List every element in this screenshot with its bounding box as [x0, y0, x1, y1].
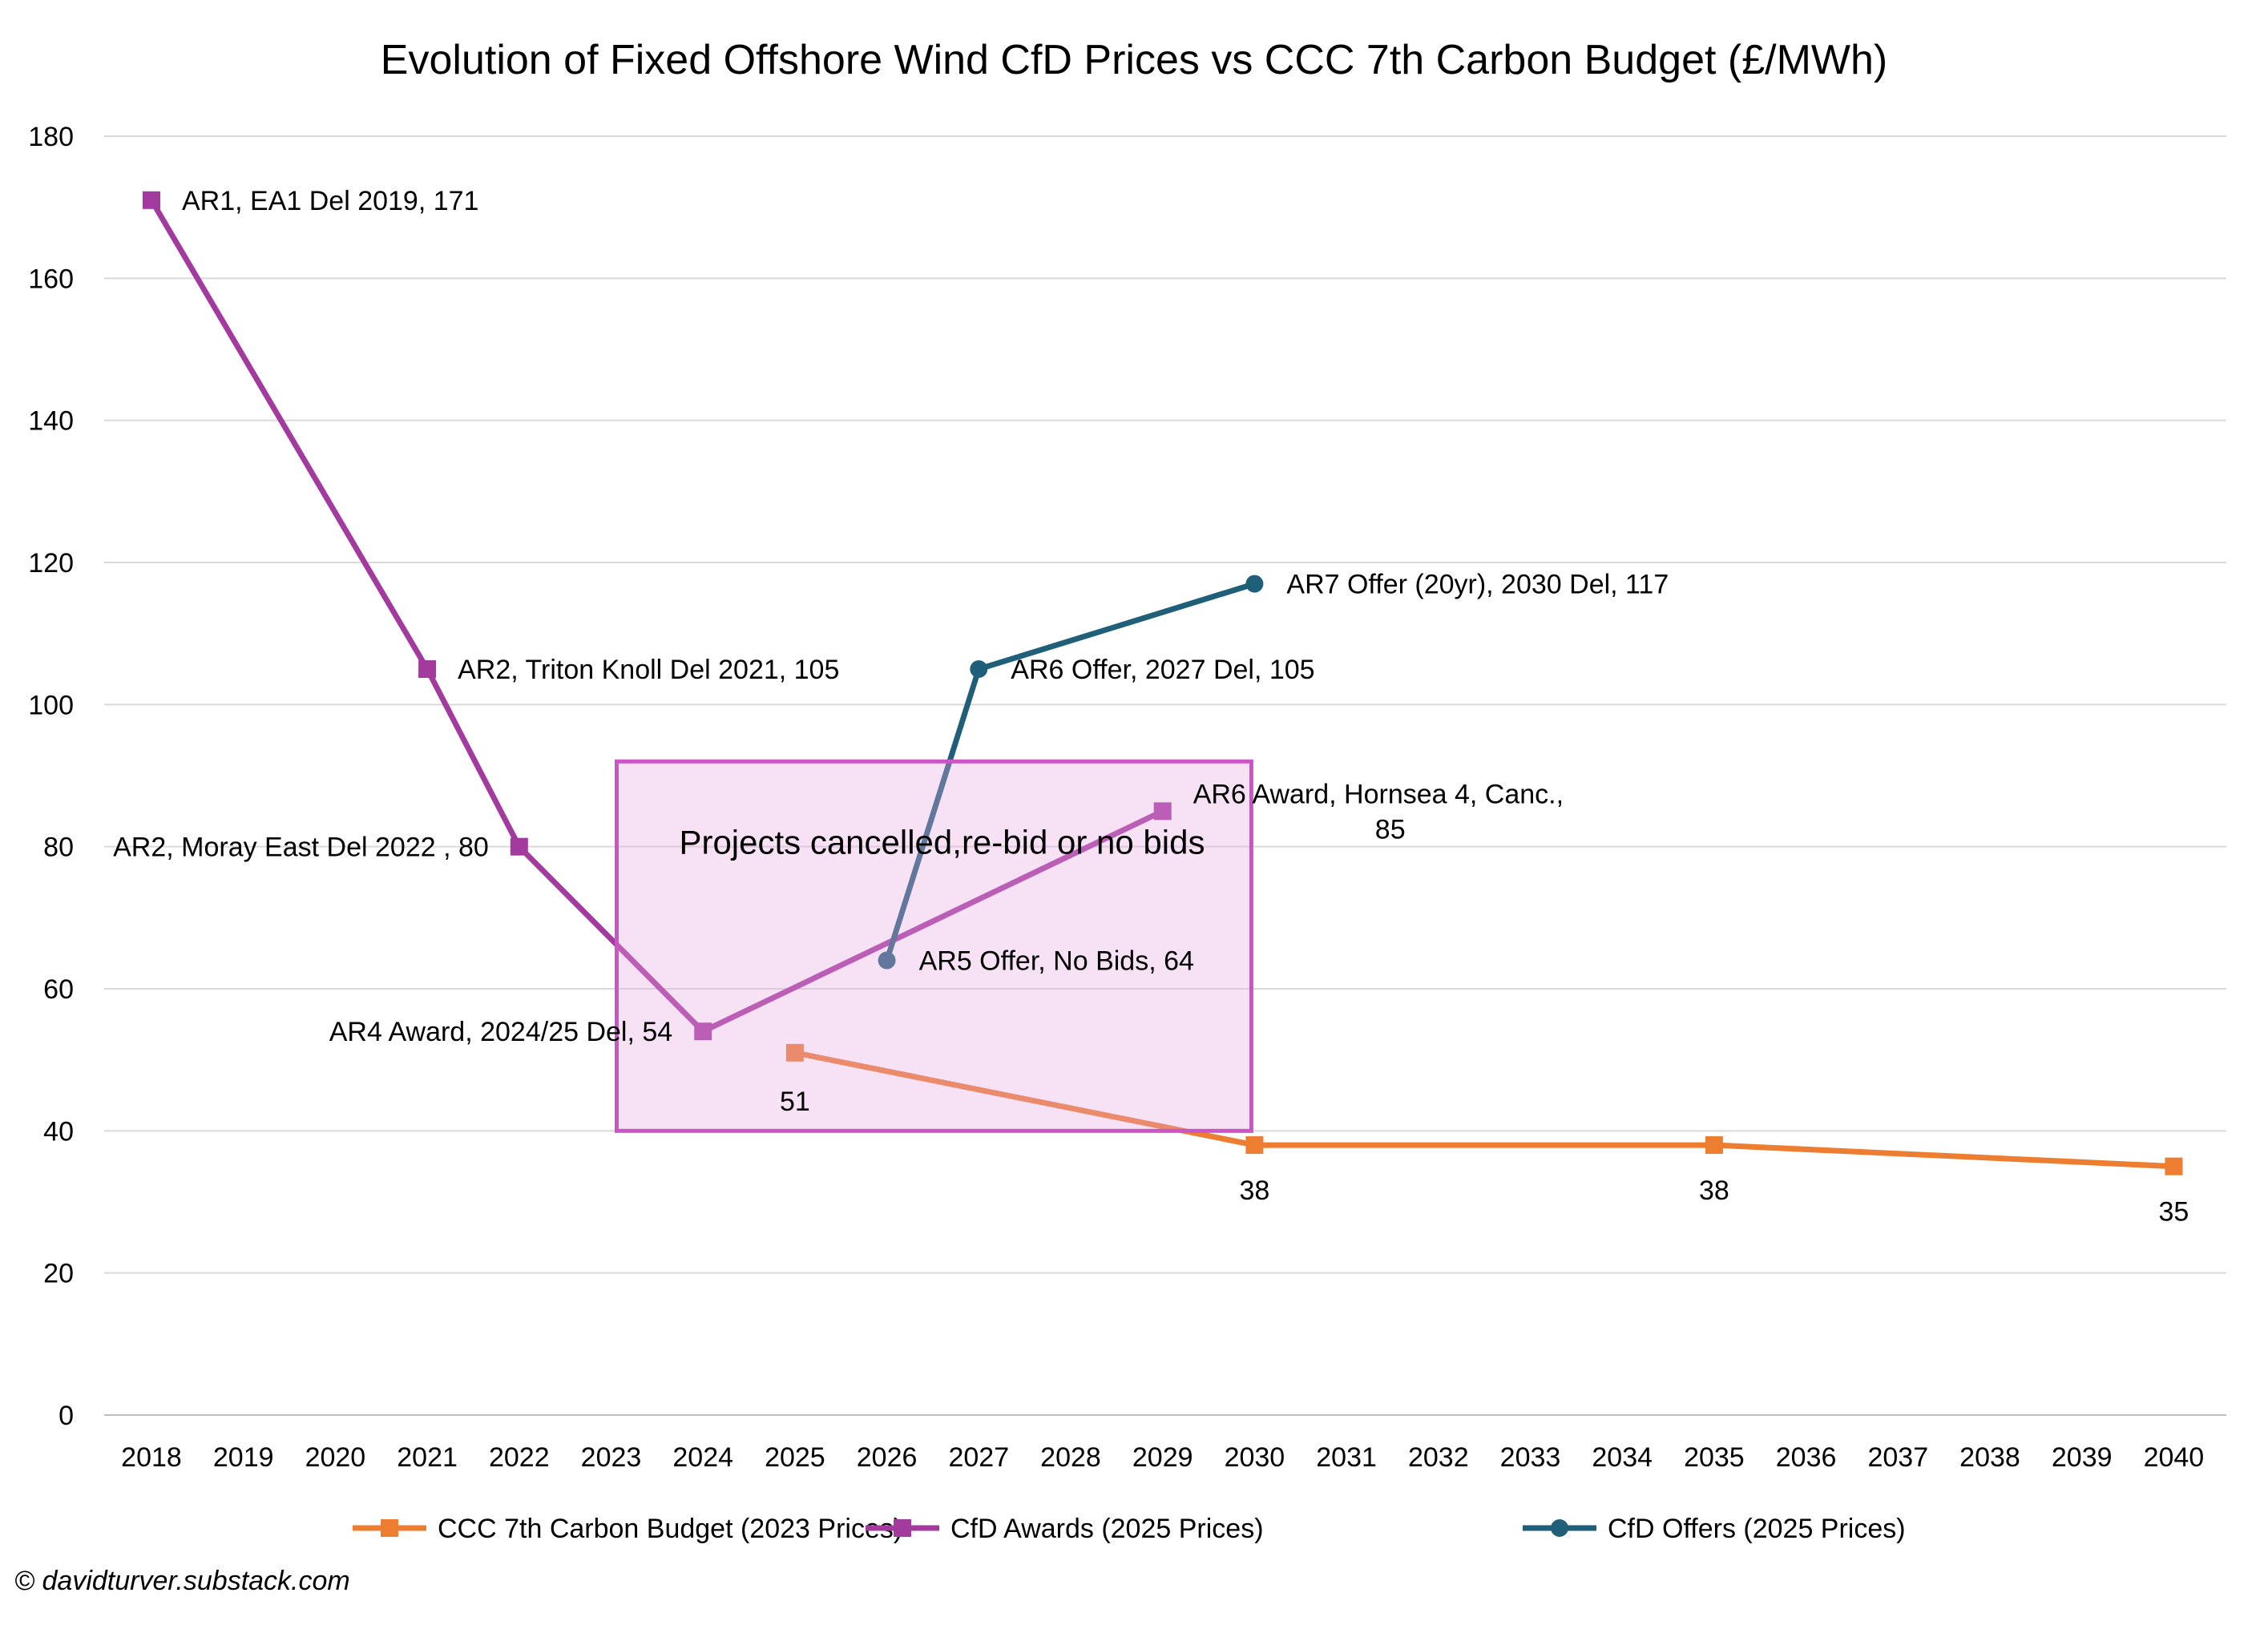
x-tick-label: 2026 [857, 1442, 918, 1473]
data-point-marker [785, 1043, 804, 1062]
x-tick-label: 2027 [948, 1442, 1009, 1473]
data-label: AR1, EA1 Del 2019, 171 [182, 186, 478, 216]
x-axis: 2018 2019 2020 2021 2022 2023 2024 2025 2026 2027… [121, 1442, 2204, 1473]
legend-marker [381, 1519, 398, 1537]
data-label: AR2, Triton Knoll Del 2021, 105 [458, 655, 839, 685]
x-tick-label: 2018 [121, 1442, 182, 1473]
x-tick-label: 2023 [581, 1442, 642, 1473]
y-tick-label: 80 [43, 833, 74, 863]
x-tick-label: 2030 [1225, 1442, 1285, 1473]
data-point-marker [2165, 1157, 2183, 1175]
x-tick-label: 2036 [1776, 1442, 1837, 1473]
y-tick-label: 140 [28, 406, 74, 437]
x-tick-label: 2029 [1132, 1442, 1193, 1473]
annotation-box [615, 759, 1253, 1133]
data-point-marker [1153, 802, 1172, 821]
x-tick-label: 2032 [1408, 1442, 1469, 1473]
y-tick-label: 180 [28, 122, 74, 152]
data-label: AR2, Moray East Del 2022 , 80 [113, 833, 489, 863]
y-tick-label: 160 [28, 264, 74, 294]
x-tick-label: 2021 [397, 1442, 458, 1473]
data-label: AR6 Award, Hornsea 4, Canc., [1193, 779, 1564, 809]
y-tick-label: 120 [28, 548, 74, 579]
legend-marker [894, 1519, 911, 1537]
x-tick-label: 2040 [2144, 1442, 2205, 1473]
x-tick-label: 2020 [305, 1442, 366, 1473]
data-point-marker [1705, 1136, 1723, 1155]
data-label: 38 [1239, 1175, 1269, 1206]
data-point-marker [418, 660, 437, 678]
series-1 [143, 191, 1172, 1041]
data-label: AR4 Award, 2024/25 Del, 54 [329, 1017, 672, 1047]
legend-label: CfD Awards (2025 Prices) [950, 1514, 1264, 1544]
data-point-marker [970, 660, 988, 678]
data-point-marker [510, 837, 528, 856]
data-point-marker [1245, 1136, 1264, 1155]
x-tick-label: 2024 [672, 1442, 733, 1473]
x-tick-label: 2033 [1500, 1442, 1561, 1473]
data-labels: 51 38 38 35 AR1, EA1 Del 2019, 171 AR2, Trito… [113, 186, 2189, 1228]
series-line [792, 1050, 2177, 1170]
legend-label: CCC 7th Carbon Budget (2023 Prices) [438, 1514, 902, 1544]
x-tick-label: 2028 [1040, 1442, 1101, 1473]
y-axis: 0 20 40 60 80 100 120 140 160 180 [28, 122, 74, 1431]
chart-title: Evolution of Fixed Offshore Wind CfD Pri… [381, 37, 1887, 83]
y-tick-label: 20 [43, 1259, 74, 1289]
x-tick-label: 2039 [2052, 1442, 2113, 1473]
data-point-marker [143, 191, 160, 209]
legend-item: CfD Awards (2025 Prices) [866, 1514, 1264, 1544]
data-label: 85 [1375, 814, 1406, 845]
data-label: AR6 Offer, 2027 Del, 105 [1011, 655, 1314, 685]
annotation-text: Projects cancelled,re-bid or no bids [679, 823, 1205, 861]
y-tick-label: 0 [59, 1401, 74, 1431]
x-tick-label: 2037 [1867, 1442, 1928, 1473]
gridlines [104, 135, 2226, 1416]
x-tick-label: 2038 [1959, 1442, 2020, 1473]
data-point-marker [878, 951, 896, 970]
x-tick-label: 2035 [1684, 1442, 1745, 1473]
data-label: 38 [1699, 1175, 1729, 1206]
y-tick-label: 60 [43, 974, 74, 1005]
legend: CCC 7th Carbon Budget (2023 Prices) CfD A… [353, 1514, 1906, 1544]
credit-text: © davidturver.substack.com [14, 1566, 350, 1596]
data-label: 51 [780, 1087, 810, 1117]
x-tick-label: 2022 [489, 1442, 550, 1473]
legend-item: CCC 7th Carbon Budget (2023 Prices) [353, 1514, 902, 1544]
x-tick-label: 2025 [765, 1442, 825, 1473]
data-label: 35 [2158, 1197, 2189, 1228]
y-tick-label: 100 [28, 690, 74, 720]
legend-item: CfD Offers (2025 Prices) [1523, 1514, 1906, 1544]
x-tick-label: 2034 [1592, 1442, 1653, 1473]
data-point-marker [1245, 575, 1264, 593]
series-layer [143, 191, 2183, 1175]
legend-marker [1551, 1519, 1568, 1537]
legend-label: CfD Offers (2025 Prices) [1608, 1514, 1906, 1544]
series-2 [878, 575, 1264, 970]
data-label: AR5 Offer, No Bids, 64 [919, 946, 1194, 977]
x-tick-label: 2031 [1316, 1442, 1377, 1473]
x-tick-label: 2019 [213, 1442, 274, 1473]
annotation-layer: Projects cancelled,re-bid or no bids [615, 759, 1253, 1133]
data-label: AR7 Offer (20yr), 2030 Del, 117 [1286, 570, 1669, 600]
y-tick-label: 40 [43, 1116, 74, 1147]
data-point-marker [694, 1022, 712, 1041]
series-0 [785, 1043, 2183, 1175]
